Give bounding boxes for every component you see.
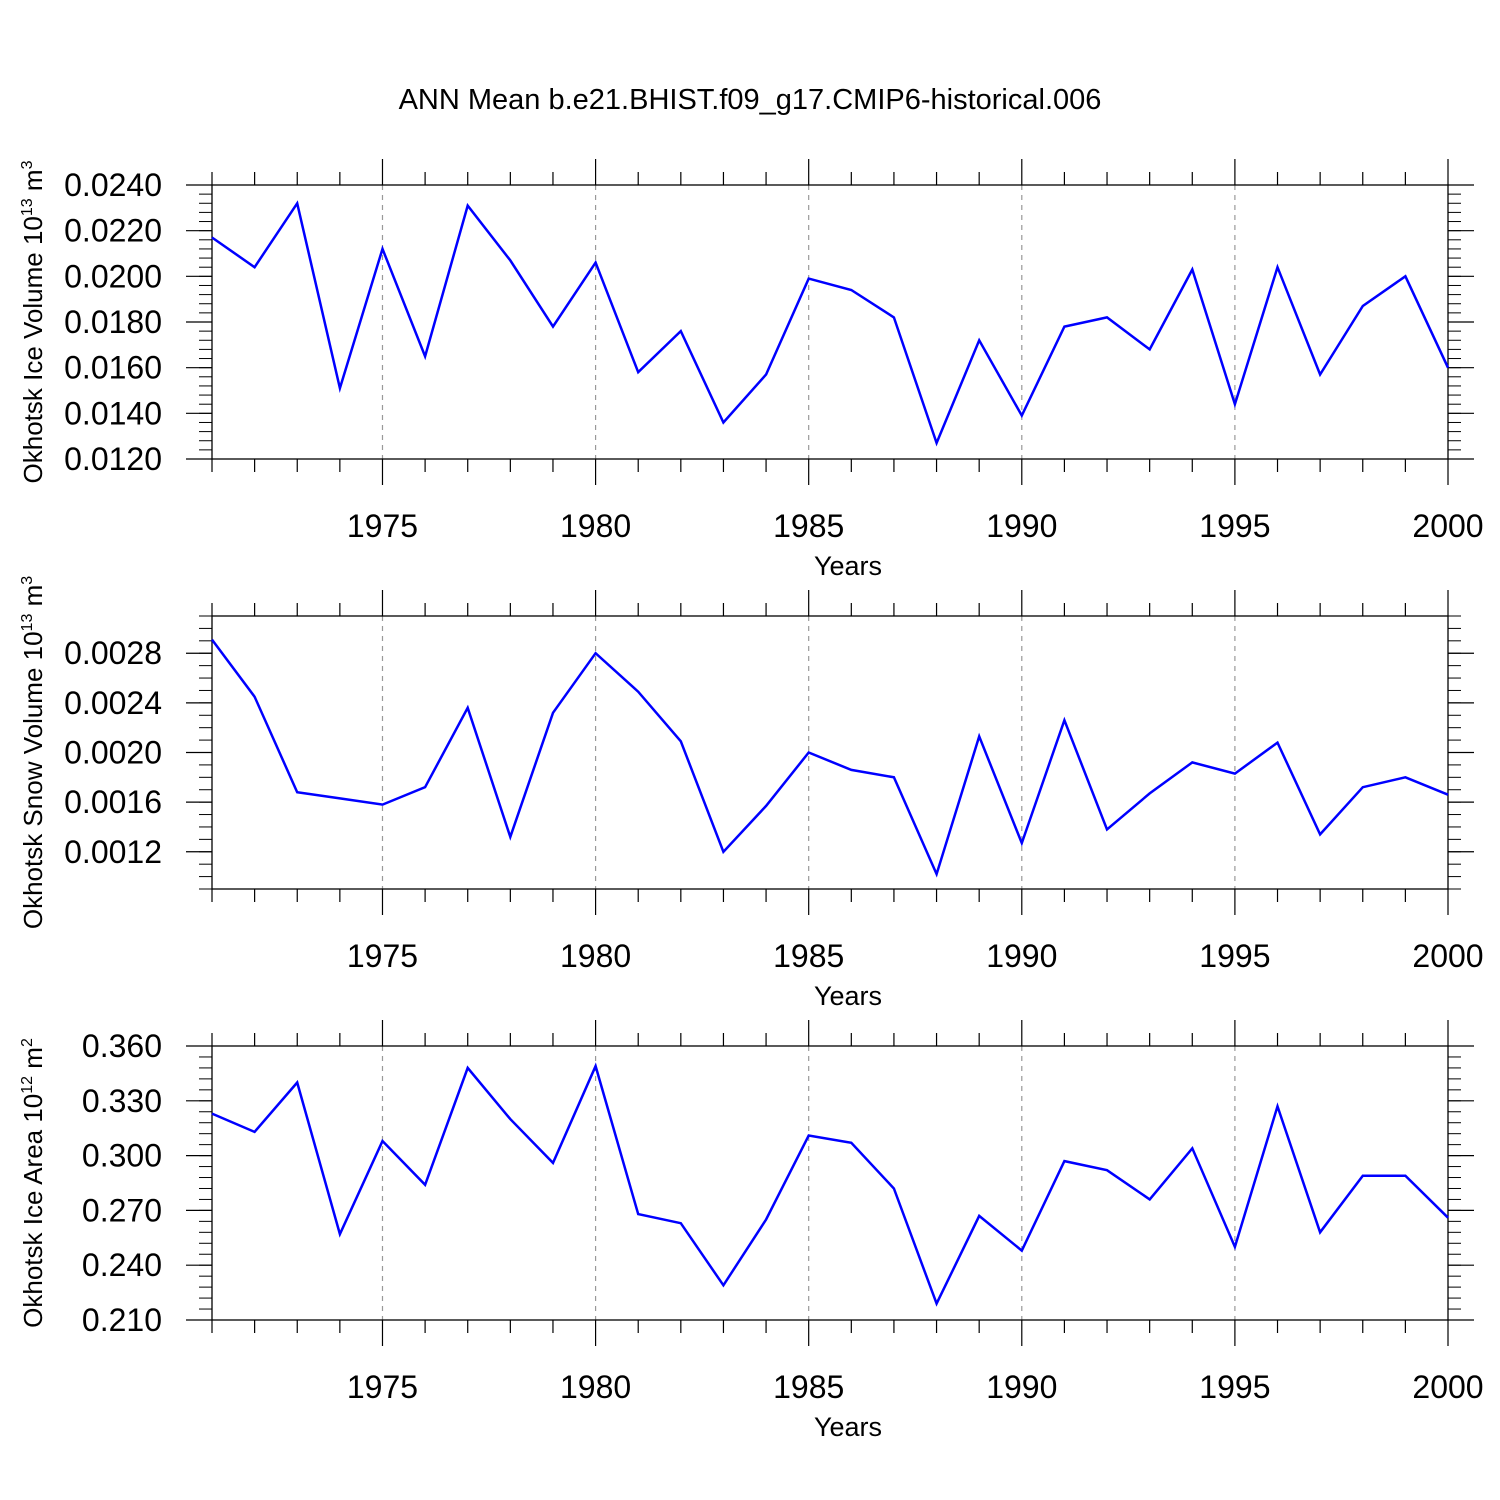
x-tick-label: 2000 bbox=[1412, 1369, 1483, 1405]
figure-title: ANN Mean b.e21.BHIST.f09_g17.CMIP6-histo… bbox=[399, 84, 1102, 116]
x-tick-label: 1995 bbox=[1199, 508, 1270, 544]
x-tick-label: 1985 bbox=[773, 508, 844, 544]
x-tick-label: 1995 bbox=[1199, 938, 1270, 974]
y-tick-label: 0.0240 bbox=[64, 167, 162, 203]
x-tick-label: 1975 bbox=[347, 1369, 418, 1405]
y-tick-label: 0.0220 bbox=[64, 213, 162, 249]
x-axis-label: Years bbox=[814, 551, 882, 581]
y-tick-label: 0.0020 bbox=[64, 735, 162, 771]
y-tick-label: 0.0024 bbox=[64, 685, 162, 721]
panels: 0.0120 0.0140 0.0160 0.0180 0.0200 0.0220 0.02… bbox=[18, 159, 1484, 1442]
x-tick-label: 1975 bbox=[347, 938, 418, 974]
y-axis-label: Okhotsk Ice Area 1012 m2 bbox=[18, 1038, 48, 1328]
x-tick-label: 1990 bbox=[986, 508, 1057, 544]
y-tick-label: 0.0028 bbox=[64, 635, 162, 671]
y-axis-label: Okhotsk Ice Volume 1013 m3 bbox=[18, 160, 48, 483]
x-tick-label: 1985 bbox=[773, 1369, 844, 1405]
y-tick-label: 0.0160 bbox=[64, 350, 162, 386]
plot-frame bbox=[211, 1045, 1449, 1321]
y-tick-label: 0.0140 bbox=[64, 395, 162, 431]
x-tick-label: 2000 bbox=[1412, 508, 1483, 544]
x-tick-label: 1990 bbox=[986, 1369, 1057, 1405]
x-axis-label: Years bbox=[814, 1412, 882, 1442]
x-tick-label: 1980 bbox=[560, 508, 631, 544]
x-tick-label: 1980 bbox=[560, 938, 631, 974]
chart-panel-1: 0.0120 0.0140 0.0160 0.0180 0.0200 0.0220 0.02… bbox=[18, 159, 1484, 581]
series-line bbox=[211, 1062, 1449, 1307]
y-axis-label: Okhotsk Snow Volume 1013 m3 bbox=[18, 576, 48, 929]
y-tick-label: 0.270 bbox=[82, 1192, 162, 1228]
x-tick-label: 2000 bbox=[1412, 938, 1483, 974]
chart-panel-3: 0.210 0.240 0.270 0.300 0.330 0.360 1975 1980 19… bbox=[18, 1020, 1484, 1442]
y-tick-label: 0.0180 bbox=[64, 304, 162, 340]
y-tick-label: 0.0200 bbox=[64, 258, 162, 294]
plot-frame bbox=[211, 184, 1449, 460]
y-tick-label: 0.0012 bbox=[64, 834, 162, 870]
y-tick-label: 0.0016 bbox=[64, 784, 162, 820]
y-tick-label: 0.0120 bbox=[64, 441, 162, 477]
x-tick-label: 1985 bbox=[773, 938, 844, 974]
y-tick-label: 0.360 bbox=[82, 1028, 162, 1064]
x-tick-label: 1995 bbox=[1199, 1369, 1270, 1405]
series-line bbox=[211, 200, 1450, 447]
y-tick-label: 0.210 bbox=[82, 1302, 162, 1338]
y-tick-label: 0.330 bbox=[82, 1083, 162, 1119]
x-tick-label: 1990 bbox=[986, 938, 1057, 974]
series-line bbox=[210, 638, 1449, 878]
x-tick-label: 1975 bbox=[347, 508, 418, 544]
y-tick-label: 0.300 bbox=[82, 1138, 162, 1174]
chart-panel-2: 0.0012 0.0016 0.0020 0.0024 0.0028 1975 1980 19… bbox=[18, 576, 1484, 1011]
x-axis-label: Years bbox=[814, 981, 882, 1011]
y-tick-label: 0.240 bbox=[82, 1247, 162, 1283]
x-tick-label: 1980 bbox=[560, 1369, 631, 1405]
